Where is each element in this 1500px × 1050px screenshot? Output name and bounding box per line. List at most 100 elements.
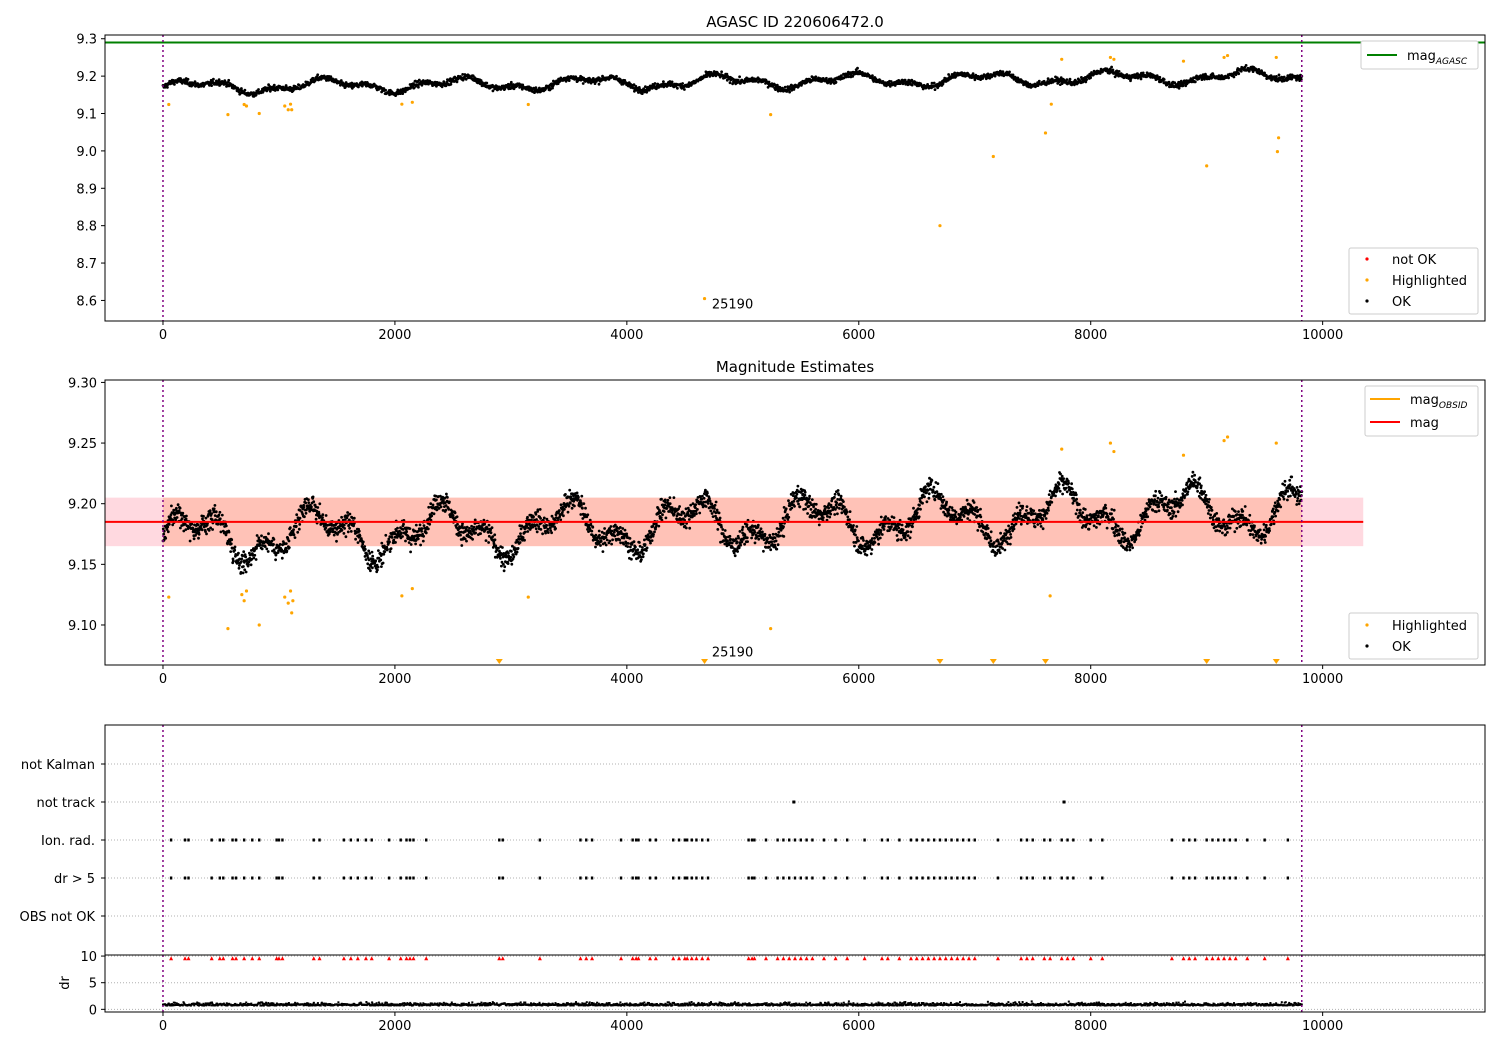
ok-point bbox=[641, 555, 645, 559]
ok-point bbox=[292, 533, 296, 537]
ok-point bbox=[387, 537, 391, 541]
ok-point bbox=[449, 82, 453, 86]
ok-point bbox=[258, 543, 262, 547]
ok-point bbox=[634, 84, 638, 88]
ok-point bbox=[839, 494, 843, 498]
ok-point bbox=[554, 527, 557, 530]
ok-point bbox=[908, 536, 912, 540]
ok-point bbox=[296, 530, 300, 534]
ok-point bbox=[370, 550, 374, 554]
ok-point bbox=[214, 510, 218, 514]
ok-point bbox=[376, 568, 379, 572]
ok-point bbox=[971, 72, 975, 76]
ok-point bbox=[809, 508, 813, 511]
ok-point bbox=[829, 512, 833, 516]
ok-point bbox=[769, 548, 773, 552]
ok-point bbox=[678, 505, 681, 508]
ok-point bbox=[1085, 78, 1088, 81]
ok-point bbox=[598, 533, 601, 537]
ok-point bbox=[244, 555, 248, 559]
ok-point bbox=[771, 532, 775, 536]
ok-point bbox=[556, 82, 560, 85]
ok-point bbox=[897, 538, 900, 541]
ok-point bbox=[718, 516, 722, 520]
ok-point bbox=[176, 503, 180, 507]
y-tick-label: 8.9 bbox=[76, 182, 97, 197]
ok-point bbox=[871, 74, 874, 77]
ok-point bbox=[714, 500, 718, 504]
ok-point bbox=[903, 78, 907, 82]
ok-point bbox=[210, 518, 214, 522]
ok-point bbox=[233, 545, 237, 549]
ok-point bbox=[838, 507, 841, 510]
ok-point bbox=[526, 530, 530, 533]
ok-point bbox=[487, 541, 490, 544]
ok-point bbox=[1277, 73, 1281, 77]
ok-point bbox=[1139, 77, 1143, 81]
ok-point bbox=[1117, 70, 1121, 73]
ok-point bbox=[775, 547, 779, 551]
highlighted-point bbox=[400, 102, 404, 106]
ok-point bbox=[502, 562, 505, 566]
ok-point bbox=[409, 550, 412, 554]
ok-point bbox=[906, 530, 910, 534]
ok-point bbox=[211, 528, 215, 531]
ok-point bbox=[865, 553, 869, 557]
ok-point bbox=[704, 70, 708, 74]
ok-point bbox=[628, 537, 632, 540]
ok-point bbox=[519, 527, 523, 531]
ok-point bbox=[659, 516, 663, 519]
ok-point bbox=[188, 539, 192, 543]
ok-point bbox=[581, 506, 584, 510]
ok-point bbox=[636, 548, 640, 552]
ok-point bbox=[803, 493, 807, 497]
ok-point bbox=[604, 536, 608, 539]
ok-point bbox=[311, 495, 315, 499]
highlighted-point bbox=[167, 102, 171, 107]
ok-point bbox=[238, 564, 241, 567]
ok-point bbox=[790, 506, 794, 510]
ok-point bbox=[1089, 76, 1092, 80]
ok-point bbox=[207, 529, 211, 532]
ok-point bbox=[376, 565, 380, 569]
ok-point bbox=[506, 562, 510, 565]
ok-point bbox=[1244, 64, 1248, 67]
ok-point bbox=[766, 537, 770, 540]
ok-point bbox=[618, 538, 621, 542]
panel-agasc-legend-top: magAGASC bbox=[1360, 40, 1479, 70]
ok-point bbox=[371, 554, 375, 558]
ok-point bbox=[342, 532, 346, 535]
ok-point bbox=[426, 527, 430, 531]
ok-point bbox=[380, 541, 384, 545]
ok-point bbox=[329, 75, 333, 79]
ok-point bbox=[342, 523, 346, 527]
ok-point bbox=[782, 535, 786, 538]
ok-point bbox=[532, 515, 535, 519]
ok-point bbox=[848, 510, 852, 513]
ok-point bbox=[404, 539, 407, 543]
ok-point bbox=[316, 506, 320, 509]
ok-point bbox=[442, 80, 446, 83]
ok-point bbox=[726, 539, 729, 543]
ok-point bbox=[1110, 65, 1113, 69]
ok-point bbox=[580, 503, 583, 507]
ok-point bbox=[240, 560, 243, 563]
ok-point bbox=[725, 78, 729, 82]
ok-point bbox=[720, 70, 723, 74]
ok-point bbox=[242, 565, 245, 568]
ok-point bbox=[615, 74, 618, 78]
ok-point bbox=[272, 543, 275, 546]
ok-point bbox=[623, 528, 627, 532]
ok-point bbox=[400, 531, 403, 535]
ok-point bbox=[584, 506, 587, 510]
highlighted-point bbox=[288, 102, 293, 106]
highlighted-point bbox=[286, 108, 290, 112]
ok-point bbox=[179, 526, 182, 530]
ok-point bbox=[201, 517, 204, 521]
ok-point bbox=[295, 513, 299, 517]
ok-point bbox=[567, 79, 571, 82]
ok-point bbox=[254, 93, 258, 96]
ok-point bbox=[746, 540, 749, 543]
ok-point bbox=[464, 77, 468, 81]
ok-point bbox=[416, 537, 420, 541]
